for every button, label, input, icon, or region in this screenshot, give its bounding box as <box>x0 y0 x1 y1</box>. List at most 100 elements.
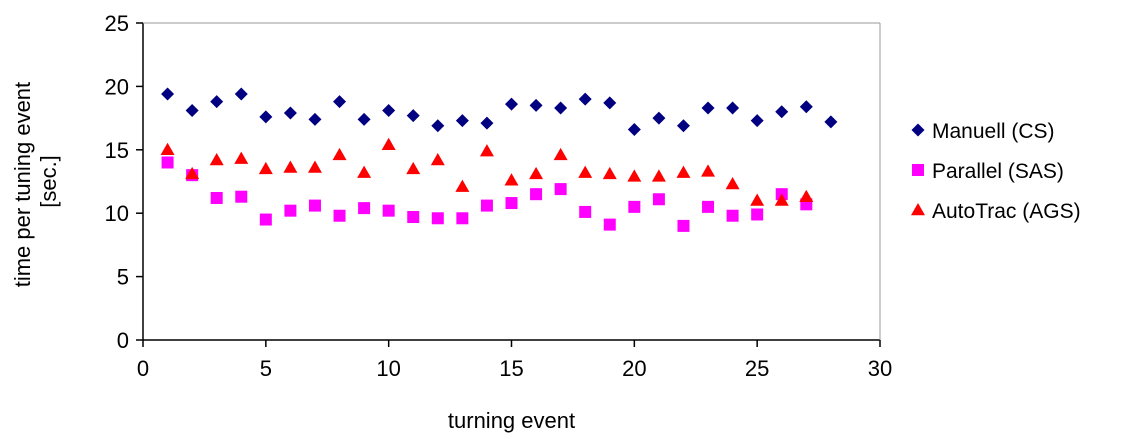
data-point-square <box>480 199 493 212</box>
y-tick-label: 15 <box>105 138 129 163</box>
data-point-triangle <box>750 193 765 206</box>
data-point-diamond <box>210 95 224 109</box>
y-tick-label: 5 <box>117 265 129 290</box>
data-point-triangle <box>234 151 249 164</box>
data-point-diamond <box>554 101 568 115</box>
data-point-diamond <box>775 105 789 119</box>
legend-item: Manuell (CS) <box>911 120 1055 143</box>
y-tick-label: 25 <box>105 11 129 36</box>
data-point-square <box>530 188 543 201</box>
legend-marker-square <box>912 164 924 176</box>
x-axis-ticks: 0 5 10 15 20 25 30 <box>137 340 892 381</box>
y-axis-ticks: 0 5 10 15 20 25 <box>105 11 143 353</box>
data-point-triangle <box>283 160 298 173</box>
legend-marker-triangle <box>911 203 925 216</box>
data-point-diamond <box>480 116 494 130</box>
data-point-square <box>628 200 641 213</box>
data-point-square <box>358 202 371 215</box>
data-point-diamond <box>824 115 838 129</box>
legend-label: AutoTrac (AGS) <box>932 200 1081 223</box>
data-point-diamond <box>259 110 273 124</box>
x-tick-label: 10 <box>376 356 400 381</box>
data-point-diamond <box>505 97 518 111</box>
data-point-diamond <box>185 103 199 117</box>
data-point-triangle <box>701 164 716 177</box>
data-point-square <box>702 200 715 213</box>
data-point-square <box>382 204 395 217</box>
data-point-triangle <box>578 165 593 178</box>
legend-item: Parallel (SAS) <box>912 160 1064 183</box>
data-point-diamond <box>726 101 740 115</box>
data-point-triangle <box>160 142 175 156</box>
legend-item: AutoTrac (AGS) <box>911 200 1081 223</box>
data-point-square <box>259 213 272 226</box>
data-point-square <box>407 211 420 224</box>
data-point-square <box>235 190 248 203</box>
data-point-triangle <box>651 169 666 182</box>
data-point-diamond <box>676 119 690 133</box>
series-diamond <box>161 87 838 137</box>
data-point-triangle <box>357 165 372 178</box>
data-point-diamond <box>283 106 297 120</box>
y-axis-title: time per tuning event [sec.] <box>10 76 61 288</box>
data-point-triangle <box>627 169 642 182</box>
data-point-triangle <box>553 147 568 161</box>
data-point-triangle <box>774 193 789 206</box>
y-axis-title-line-2: [sec.] <box>36 155 61 208</box>
data-point-triangle <box>307 160 322 173</box>
data-point-square <box>554 183 567 196</box>
data-point-diamond <box>234 87 248 101</box>
data-point-square <box>603 218 616 231</box>
data-point-diamond <box>529 98 543 112</box>
data-point-diamond <box>799 100 813 114</box>
x-tick-label: 5 <box>260 356 272 381</box>
data-point-triangle <box>504 173 519 186</box>
data-point-triangle <box>602 166 617 180</box>
y-axis-title-line-1: time per tuning event <box>10 82 35 287</box>
data-point-diamond <box>308 112 322 126</box>
data-point-diamond <box>627 123 641 137</box>
data-point-diamond <box>161 87 175 101</box>
x-tick-label: 15 <box>499 356 523 381</box>
x-tick-label: 25 <box>745 356 769 381</box>
data-point-square <box>652 193 665 206</box>
data-point-diamond <box>357 112 371 126</box>
legend-marker-diamond <box>911 123 925 137</box>
data-point-square <box>308 199 321 212</box>
data-point-square <box>505 197 518 210</box>
data-point-triangle <box>725 177 740 190</box>
data-point-diamond <box>431 119 445 133</box>
data-point-square <box>210 191 223 204</box>
y-tick-label: 10 <box>105 201 129 226</box>
data-point-diamond <box>333 95 347 109</box>
data-point-square <box>333 209 346 222</box>
data-point-square <box>579 205 592 218</box>
legend: Manuell (CS) Parallel (SAS) AutoTrac (AGS) <box>911 120 1081 223</box>
data-point-square <box>431 212 444 225</box>
data-point-triangle <box>799 189 814 202</box>
data-point-square <box>726 209 739 222</box>
legend-label: Parallel (SAS) <box>932 160 1064 183</box>
data-point-diamond <box>406 109 420 123</box>
data-point-triangle <box>479 144 494 157</box>
plot-area: 0 5 10 15 20 25 0 5 10 15 20 25 30 <box>105 11 893 381</box>
x-tick-label: 20 <box>622 356 646 381</box>
data-point-diamond <box>382 103 396 117</box>
data-point-diamond <box>578 92 592 106</box>
series-triangle <box>160 137 814 206</box>
data-point-triangle <box>430 152 445 166</box>
x-tick-label: 30 <box>868 356 892 381</box>
data-point-square <box>456 212 469 225</box>
x-tick-label: 0 <box>137 356 149 381</box>
data-point-triangle <box>381 137 396 150</box>
data-point-diamond <box>750 114 764 128</box>
y-tick-label: 20 <box>105 74 129 99</box>
data-point-square <box>751 208 764 221</box>
data-point-triangle <box>455 179 470 192</box>
data-point-diamond <box>701 101 715 115</box>
data-point-triangle <box>209 152 224 166</box>
data-point-diamond <box>603 96 617 110</box>
data-point-square <box>284 204 297 217</box>
